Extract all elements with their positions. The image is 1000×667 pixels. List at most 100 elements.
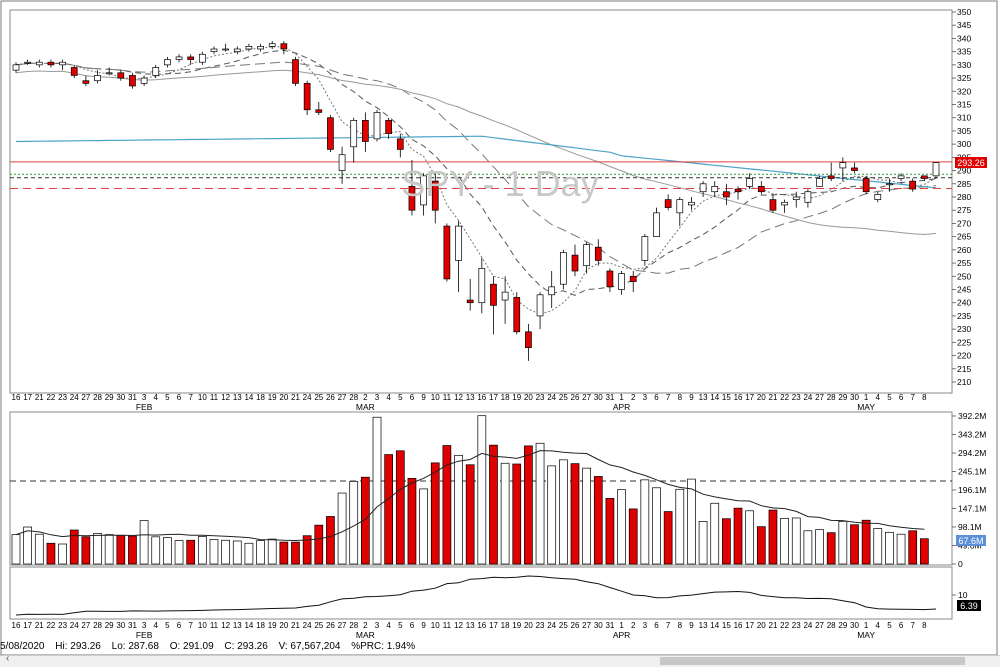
candle-body xyxy=(152,67,160,76)
candle-body xyxy=(734,188,742,193)
candle-body xyxy=(175,56,183,60)
date-tick-label: 18 xyxy=(256,393,265,402)
volume-bar xyxy=(687,478,696,565)
price-tick-label: 255 xyxy=(957,258,971,268)
candle-body xyxy=(548,286,556,296)
candle-body xyxy=(82,80,90,84)
date-tick-label: 10 xyxy=(431,393,440,402)
volume-bar xyxy=(535,442,545,565)
date-tick-label: 8 xyxy=(922,621,927,630)
date-tick-label: 27 xyxy=(81,393,90,402)
oscillator-path xyxy=(15,575,937,616)
oscillator-panel xyxy=(9,566,953,620)
volume-bar xyxy=(826,532,836,565)
candle-body xyxy=(559,252,567,285)
date-tick-label: 19 xyxy=(268,393,277,402)
price-tick-label: 245 xyxy=(957,285,971,295)
date-tick-label: 3 xyxy=(375,621,380,630)
candle-body xyxy=(59,61,66,66)
date-tick-label: 30 xyxy=(594,393,603,402)
volume-bar xyxy=(803,530,813,565)
price-tick-label: 270 xyxy=(957,218,971,228)
date-tick-label: 6 xyxy=(410,621,415,630)
date-tick-label: 24 xyxy=(803,393,812,402)
date-tick-label: 20 xyxy=(279,393,288,402)
date-tick-label: 2 xyxy=(363,621,368,630)
volume-last-label: 67.6M xyxy=(958,536,983,546)
candle-body xyxy=(327,117,334,150)
horizontal-scrollbar[interactable]: ‹ xyxy=(0,653,1000,667)
candle-body xyxy=(222,48,229,51)
date-tick-label: 24 xyxy=(547,621,556,630)
date-tick-label: 16 xyxy=(477,621,486,630)
candle-body xyxy=(757,186,765,193)
volume-bar xyxy=(46,542,56,565)
date-tick-label: 23 xyxy=(536,393,545,402)
date-tick-label: 1 xyxy=(864,621,869,630)
date-tick-label: 10 xyxy=(198,393,207,402)
volume-bar xyxy=(722,518,731,565)
volume-bar xyxy=(512,463,522,565)
volume-bar xyxy=(558,459,568,565)
volume-bar xyxy=(11,534,21,565)
date-tick-label: 26 xyxy=(571,393,580,402)
volume-bar xyxy=(430,462,440,565)
candle-body xyxy=(676,199,684,214)
candle-body xyxy=(94,75,101,82)
candle-body xyxy=(746,178,754,187)
candle-body xyxy=(233,48,241,52)
date-tick-label: 27 xyxy=(815,621,824,630)
month-label: MAR xyxy=(356,630,375,640)
candle-body xyxy=(804,191,812,203)
scroll-left-icon[interactable]: ‹ xyxy=(6,653,10,664)
volume-bar xyxy=(256,540,265,565)
volume-bar xyxy=(663,511,673,565)
volume-bar xyxy=(23,526,32,565)
price-date-axis: 16 17 21 22 23 24 27 28 29 30 31 3 4 5 6 7 10 11 12 13 14 18 1… xyxy=(12,393,928,412)
price-tick-label: 290 xyxy=(957,166,971,176)
volume-bar xyxy=(570,463,580,565)
scrollbar-thumb[interactable] xyxy=(660,657,965,665)
status-date: 5/08/2020 xyxy=(0,641,45,652)
price-tick-label: 230 xyxy=(957,324,971,334)
candle-body xyxy=(478,268,486,304)
candle-body xyxy=(653,212,660,237)
status-volume: V: 67,567,204 xyxy=(278,641,341,652)
volume-bars xyxy=(11,415,929,565)
date-tick-label: 5 xyxy=(398,393,403,402)
date-tick-label: 2 xyxy=(363,393,368,402)
candle-body xyxy=(303,83,311,111)
date-tick-label: 29 xyxy=(105,621,114,630)
date-tick-label: 4 xyxy=(876,393,881,402)
date-tick-label: 22 xyxy=(780,393,789,402)
date-tick-label: 27 xyxy=(81,621,90,630)
date-tick-label: 31 xyxy=(605,621,614,630)
candle-body xyxy=(338,154,346,171)
date-tick-label: 5 xyxy=(887,621,892,630)
date-tick-label: 2 xyxy=(631,393,636,402)
date-tick-label: 20 xyxy=(524,393,533,402)
volume-bar xyxy=(314,524,324,565)
candle-body xyxy=(851,167,858,171)
price-tick-label: 225 xyxy=(957,337,971,347)
month-label: APR xyxy=(613,402,630,412)
ma-medium-line xyxy=(15,49,937,296)
date-tick-label: 25 xyxy=(314,393,323,402)
volume-tick-label: 245.1M xyxy=(958,467,986,477)
date-tick-label: 23 xyxy=(536,621,545,630)
candle-body xyxy=(373,112,381,140)
volume-bar xyxy=(407,477,417,565)
date-tick-label: 7 xyxy=(666,393,671,402)
oscillator-last-label: 6.39 xyxy=(960,601,978,611)
date-tick-label: 26 xyxy=(326,621,335,630)
candle-body xyxy=(769,199,777,211)
price-tick-label: 250 xyxy=(957,271,971,281)
date-tick-label: 5 xyxy=(887,393,892,402)
candle-body xyxy=(396,138,404,150)
date-tick-label: 6 xyxy=(654,621,659,630)
volume-moving-average xyxy=(15,450,925,542)
date-tick-label: 17 xyxy=(489,393,498,402)
date-tick-label: 31 xyxy=(128,393,137,402)
status-bar: 5/08/2020 Hi: 293.26 Lo: 287.68 O: 291.0… xyxy=(0,641,1000,654)
